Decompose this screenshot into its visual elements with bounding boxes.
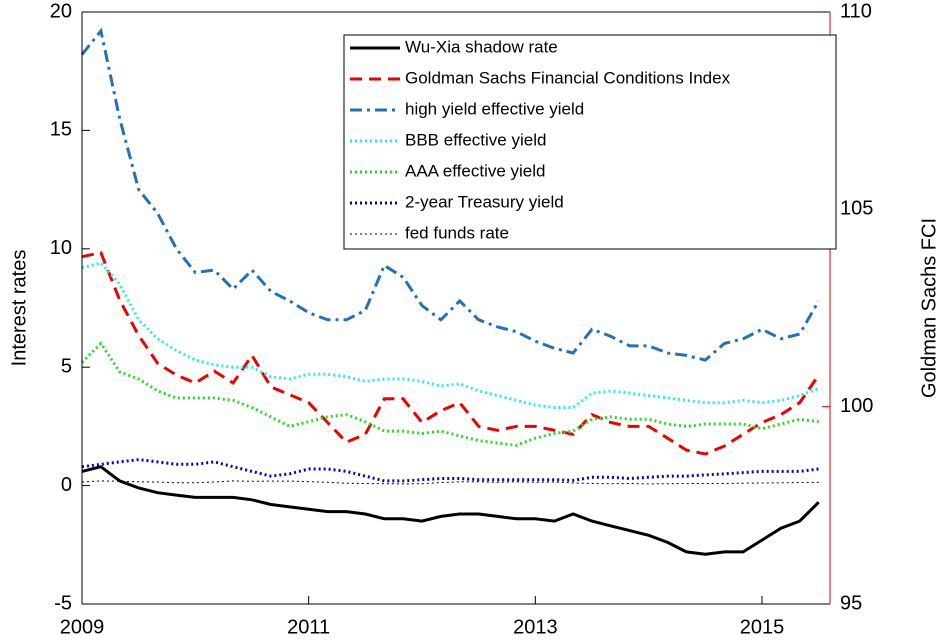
series-line (81, 480, 819, 485)
series-line (81, 458, 819, 483)
x-tick-label: 2011 (287, 616, 330, 638)
legend: Wu-Xia shadow rate Goldman Sachs Financia… (343, 34, 837, 250)
x-tick-label: 2013 (513, 616, 558, 638)
y-tick-label: 0 (61, 474, 72, 496)
y-tick-label: 15 (50, 119, 72, 141)
legend-label: AAA effective yield (405, 161, 546, 180)
series-line (80, 341, 819, 447)
legend-label: fed funds rate (405, 223, 509, 242)
x-tick-label: 2009 (60, 616, 105, 638)
y-tick-label: 5 (61, 355, 72, 377)
series-line (80, 27, 821, 362)
y-axis-label: Interest rates (8, 250, 30, 367)
legend-label: Goldman Sachs Financial Conditions Index (405, 68, 731, 87)
y-tick-label: 20 (50, 0, 72, 22)
y2-tick-label: 110 (840, 0, 872, 22)
series-line (81, 261, 820, 409)
y-tick-label: 10 (50, 237, 72, 259)
y-tick-label: -5 (54, 592, 72, 614)
y2-axis-label: Goldman Sachs FCI (918, 218, 940, 398)
legend-box (343, 34, 837, 250)
legend-label: Wu-Xia shadow rate (405, 37, 558, 56)
y2-tick-label: 105 (840, 198, 873, 220)
legend-label: 2-year Treasury yield (405, 192, 564, 211)
x-tick-label: 2015 (740, 616, 785, 638)
y2-tick-label: 95 (840, 592, 862, 614)
series-line (81, 465, 820, 556)
legend-label: BBB effective yield (405, 130, 546, 149)
legend-label: high yield effective yield (405, 99, 584, 118)
series-line (81, 250, 820, 456)
y2-tick-label: 100 (840, 395, 873, 417)
